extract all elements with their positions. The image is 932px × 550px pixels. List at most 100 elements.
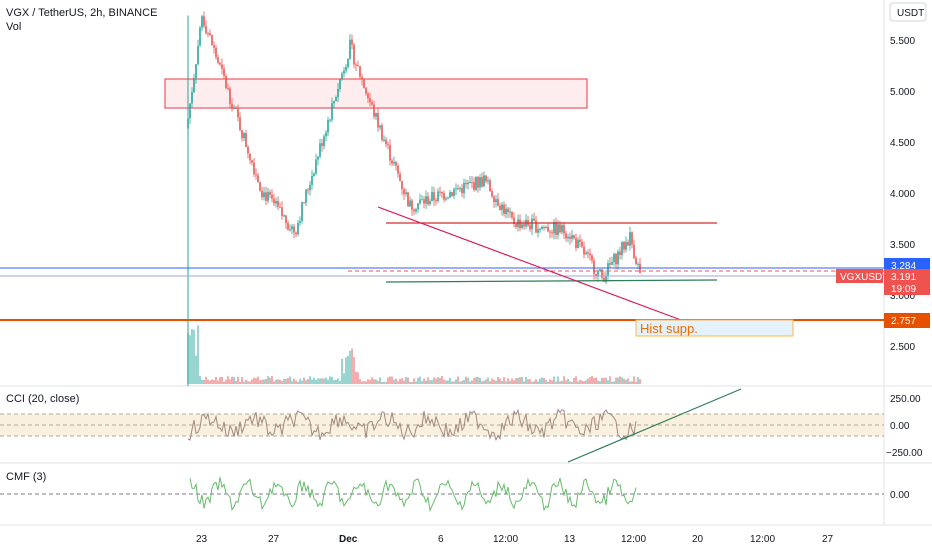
candle-body: [297, 222, 299, 235]
volume-bar: [329, 376, 331, 384]
candle-body: [275, 201, 277, 204]
volume-bar: [405, 376, 407, 384]
candle-body: [279, 206, 281, 208]
candle-body: [491, 191, 493, 197]
candle-body: [241, 130, 243, 139]
volume-bar: [357, 372, 359, 384]
time-label: 23: [196, 534, 208, 545]
candle-body: [341, 73, 343, 80]
volume-bar: [267, 376, 269, 384]
volume-bar: [355, 371, 357, 384]
volume-bar: [557, 376, 559, 384]
candle-body: [289, 229, 291, 231]
candle-body: [303, 202, 305, 204]
volume-bar: [387, 377, 389, 384]
candle-body: [489, 180, 491, 192]
candle-body: [267, 192, 269, 201]
volume-bar: [269, 377, 271, 384]
volume-bar: [523, 381, 525, 384]
candle-body: [423, 199, 425, 204]
volume-bar: [293, 378, 295, 384]
price-tick: 4.000: [890, 189, 915, 200]
time-label: Dec: [339, 534, 358, 545]
volume-bar: [531, 381, 533, 384]
volume-bar: [189, 335, 191, 384]
candle-body: [293, 226, 295, 233]
volume-bar: [633, 376, 635, 384]
volume-bar: [525, 377, 527, 384]
currency-button[interactable]: [889, 2, 927, 22]
volume-bar: [553, 376, 555, 384]
candle-body: [443, 193, 445, 200]
volume-bar: [465, 376, 467, 384]
candle-body: [599, 269, 601, 271]
candle-body: [461, 188, 463, 194]
volume-bar: [331, 376, 333, 384]
candle-body: [331, 103, 333, 120]
volume-bar: [261, 379, 263, 384]
volume-bar: [475, 377, 477, 384]
time-label: 12:00: [621, 534, 646, 545]
candle-body: [313, 173, 315, 177]
volume-bar: [621, 377, 623, 384]
candle-body: [637, 263, 639, 265]
candle-body: [539, 229, 541, 231]
volume-bar: [509, 380, 511, 384]
volume-bar: [579, 379, 581, 384]
candle-body: [363, 79, 365, 88]
volume-bar: [541, 377, 543, 384]
candle-body: [211, 35, 213, 46]
candle-body: [261, 190, 263, 198]
volume-bar: [447, 380, 449, 384]
hist-supp-box[interactable]: [635, 319, 794, 337]
candle-body: [335, 97, 337, 102]
candle-body: [583, 246, 585, 255]
volume-bar: [425, 380, 427, 384]
candle-body: [393, 161, 395, 164]
volume-bar: [561, 380, 563, 384]
candle-body: [281, 207, 283, 216]
last-price-value: 3.191: [891, 272, 916, 283]
volume-bar: [253, 377, 255, 384]
volume-bar: [493, 379, 495, 384]
candle-body: [441, 191, 443, 194]
volume-bar: [393, 379, 395, 384]
time-label: 27: [268, 534, 280, 545]
candle-body: [371, 102, 373, 105]
candle-body: [389, 145, 391, 161]
volume-bar: [527, 379, 529, 384]
volume-bars: [187, 325, 641, 384]
volume-bar: [231, 376, 233, 384]
volume-bar: [627, 378, 629, 384]
candle-body: [505, 208, 507, 215]
volume-bar: [325, 377, 327, 384]
volume-bar: [223, 381, 225, 384]
volume-bar: [203, 379, 205, 384]
volume-bar: [193, 329, 195, 384]
volume-bar: [435, 378, 437, 384]
time-axis[interactable]: 23 27 Dec 6 12:00 13 12:00 20 12:00 27: [196, 534, 834, 545]
volume-bar: [291, 380, 293, 384]
volume-bar: [299, 378, 301, 384]
candle-body: [619, 251, 621, 255]
price-tick: 3.500: [890, 240, 915, 251]
candle-body: [575, 238, 577, 249]
candle-body: [401, 180, 403, 190]
price-axis[interactable]: 5.500 5.000 4.500 4.000 3.500 3.000 2.50…: [890, 36, 915, 353]
candle-body: [535, 220, 537, 233]
candle-body: [559, 224, 561, 233]
cmf-line: [189, 477, 637, 513]
candle-body: [613, 253, 615, 263]
volume-bar: [411, 381, 413, 384]
candle-body: [301, 202, 303, 222]
candle-body: [603, 277, 605, 282]
volume-bar: [555, 381, 557, 384]
candle-body: [305, 189, 307, 203]
candle-body: [291, 226, 293, 230]
candle-body: [459, 188, 461, 190]
volume-bar: [363, 381, 365, 384]
volume-bar: [379, 377, 381, 384]
candle-body: [579, 239, 581, 242]
price-tick: 3.000: [890, 291, 915, 302]
